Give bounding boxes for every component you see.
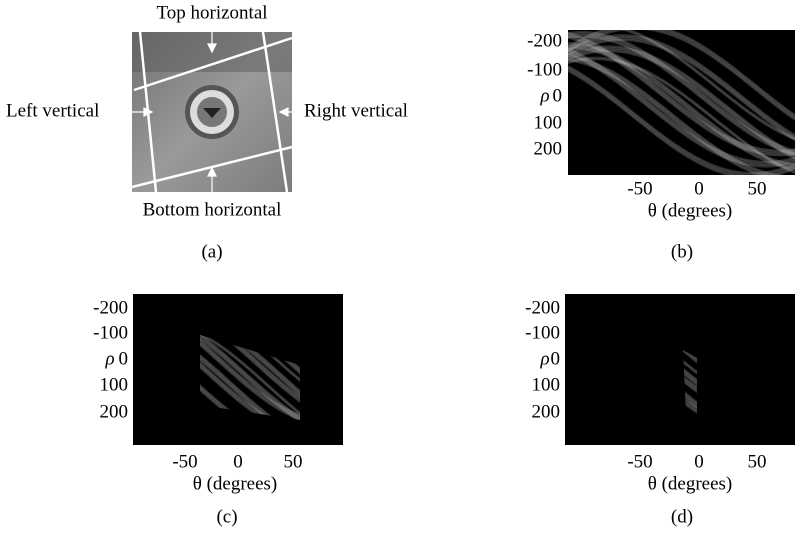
caption: (a) bbox=[201, 241, 222, 262]
axis-label: θ (degrees) bbox=[648, 200, 733, 221]
y-tick-label: 0 bbox=[553, 85, 563, 106]
axis-label: ρ bbox=[539, 348, 549, 369]
axis-label: θ (degrees) bbox=[193, 473, 278, 494]
caption: (b) bbox=[671, 241, 693, 262]
x-tick-label: 0 bbox=[694, 178, 704, 199]
axis-label: θ (degrees) bbox=[648, 473, 733, 494]
y-tick-label: 0 bbox=[551, 348, 561, 369]
x-tick-label: -50 bbox=[627, 178, 652, 199]
x-tick-label: 0 bbox=[694, 451, 704, 472]
y-tick-label: -100 bbox=[527, 59, 562, 80]
hough-image bbox=[565, 294, 795, 445]
x-tick-label: -50 bbox=[172, 451, 197, 472]
y-tick-label: -100 bbox=[525, 322, 560, 343]
axis-label: ρ bbox=[104, 348, 114, 369]
y-tick-label: 100 bbox=[100, 374, 129, 395]
y-tick-label: 200 bbox=[534, 138, 563, 159]
y-tick-label: -200 bbox=[527, 30, 562, 51]
caption: (d) bbox=[671, 506, 693, 527]
y-tick-label: 200 bbox=[100, 401, 129, 422]
x-tick-label: -50 bbox=[627, 451, 652, 472]
axis-label: ρ bbox=[539, 85, 549, 106]
label: Bottom horizontal bbox=[143, 199, 282, 220]
y-tick-label: -200 bbox=[93, 297, 128, 318]
y-tick-label: 100 bbox=[532, 374, 561, 395]
label: Top horizontal bbox=[156, 2, 267, 23]
y-tick-label: -200 bbox=[525, 297, 560, 318]
figure: Top horizontal Left vertical Right verti… bbox=[0, 0, 795, 535]
x-tick-label: 50 bbox=[284, 451, 303, 472]
y-tick-label: 100 bbox=[534, 112, 563, 133]
label: Right vertical bbox=[304, 100, 408, 121]
y-tick-label: 200 bbox=[532, 401, 561, 422]
caption: (c) bbox=[216, 506, 237, 527]
x-tick-label: 50 bbox=[748, 178, 767, 199]
y-tick-label: -100 bbox=[93, 322, 128, 343]
y-tick-label: 0 bbox=[119, 348, 129, 369]
photo bbox=[132, 26, 300, 195]
x-tick-label: 50 bbox=[748, 451, 767, 472]
x-tick-label: 0 bbox=[233, 451, 243, 472]
label: Left vertical bbox=[6, 100, 99, 121]
